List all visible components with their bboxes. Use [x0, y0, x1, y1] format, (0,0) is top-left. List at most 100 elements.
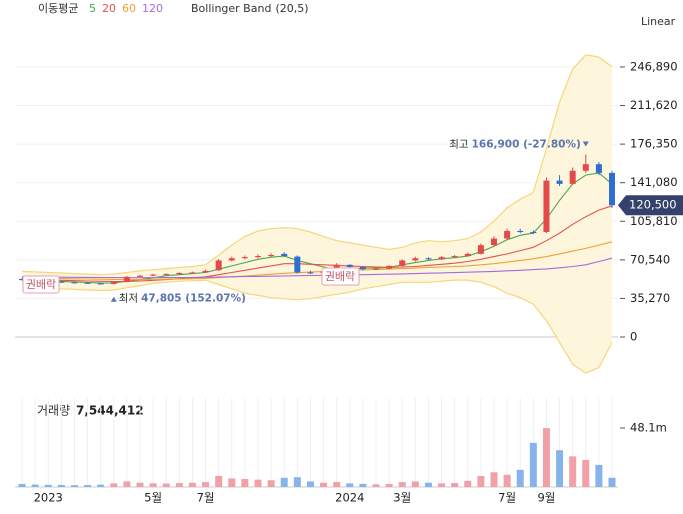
volume-title: 거래량	[37, 404, 70, 418]
legend-entry: Bollinger Band	[191, 2, 271, 15]
candle-body	[412, 258, 419, 261]
volume-bar	[372, 484, 380, 487]
volume-bar	[149, 483, 157, 487]
band-fill	[22, 54, 612, 374]
candle-body	[359, 266, 366, 270]
legend-entry: 60	[122, 2, 136, 15]
x-tick-label: 7월	[498, 491, 516, 505]
volume-bar	[44, 484, 52, 487]
candle-body	[595, 164, 602, 173]
candle-body	[202, 270, 209, 273]
event-label: 권배락	[325, 270, 355, 283]
volume-bar	[97, 484, 105, 487]
max-marker	[582, 141, 589, 147]
volume-bar	[516, 469, 524, 487]
candle-body	[582, 164, 589, 171]
candle-body	[123, 276, 130, 282]
volume-bar	[556, 450, 564, 487]
ma-line	[21, 257, 613, 279]
y-tick-label: 141,080	[630, 175, 678, 189]
candle-body	[399, 260, 406, 266]
candle-body	[268, 254, 275, 257]
candle-body	[110, 281, 117, 284]
volume-bar	[490, 472, 498, 487]
ma-line	[21, 241, 613, 281]
legend-entry: 5	[89, 2, 96, 15]
candle-body	[215, 260, 222, 271]
candle-body	[373, 268, 379, 270]
x-tick-label: 7월	[197, 491, 215, 505]
volume-bar	[346, 483, 354, 487]
candle-body	[137, 275, 143, 277]
x-tick-label: 9월	[537, 491, 555, 505]
volume-bar	[424, 482, 432, 487]
volume-bar	[542, 428, 550, 487]
volume-bar	[411, 481, 419, 487]
legend-entry: 120	[142, 2, 163, 15]
y-tick-label: 0	[630, 329, 637, 343]
volume-bar	[464, 480, 472, 487]
candle-body	[504, 230, 511, 239]
candle-body	[176, 273, 183, 275]
volume-bar	[398, 482, 406, 487]
volume-bar	[451, 483, 459, 487]
min-marker	[110, 296, 117, 302]
volume-bar	[70, 485, 78, 487]
candle-body	[438, 257, 445, 260]
y-tick-label: 70,540	[630, 252, 670, 266]
min-label: 최저	[119, 293, 138, 305]
volume-bar	[333, 482, 341, 487]
volume-bar	[582, 460, 590, 487]
candle-body	[464, 253, 471, 257]
volume-bar	[136, 482, 144, 487]
volume-bar	[569, 456, 577, 487]
event-box	[321, 267, 360, 286]
band-layer	[21, 54, 613, 374]
candle-body	[241, 257, 248, 259]
volume-bar	[280, 477, 288, 487]
volume-bar	[293, 477, 301, 487]
candle-body	[150, 274, 157, 276]
last-price-label: 120,500	[629, 198, 677, 212]
event-label: 권배락	[26, 278, 56, 291]
volume-bar	[57, 484, 65, 487]
volume-bar	[477, 475, 485, 487]
candle-body	[19, 279, 25, 281]
min-value: 47,805 (152.07%)	[141, 293, 246, 305]
last-price-tag	[618, 195, 683, 216]
candle-body	[84, 282, 91, 284]
candle-body	[281, 253, 288, 257]
ma-line	[21, 172, 613, 284]
candle-body	[294, 256, 301, 273]
scale-toggle[interactable]: Linear	[641, 15, 676, 28]
x-tick-label: 5월	[144, 491, 162, 505]
legend-title: 이동평균	[38, 2, 78, 15]
candle-body	[255, 256, 261, 258]
volume-bar	[267, 480, 275, 487]
volume-bar	[254, 479, 262, 487]
candle-body	[491, 238, 497, 246]
event-marker: 권배락	[22, 275, 60, 294]
legend-entry: 20	[102, 2, 116, 15]
max-label: 최고	[449, 138, 469, 150]
candle-body	[346, 264, 353, 267]
volume-bar	[18, 483, 26, 487]
y-tick-label: 48.1m	[630, 421, 667, 435]
main-layer: 5 20 60 120 Bollinger Band (20,5) 120,500 166,9…	[18, 2, 683, 487]
volume-bar	[241, 479, 249, 487]
ma-line	[21, 205, 613, 283]
volume-bar	[215, 475, 223, 487]
candle-body	[386, 265, 393, 269]
y-tick-label: 176,350	[630, 137, 678, 151]
max-value: 166,900 (-27.80%)	[472, 138, 581, 150]
candle-body	[71, 282, 78, 284]
candle-body	[517, 230, 524, 233]
candle-body	[189, 272, 196, 274]
candle-body	[556, 180, 563, 184]
candle-body	[228, 258, 235, 261]
volume-bar	[188, 482, 196, 487]
volume-bar	[438, 483, 446, 487]
y-tick-label: 105,810	[630, 214, 678, 228]
